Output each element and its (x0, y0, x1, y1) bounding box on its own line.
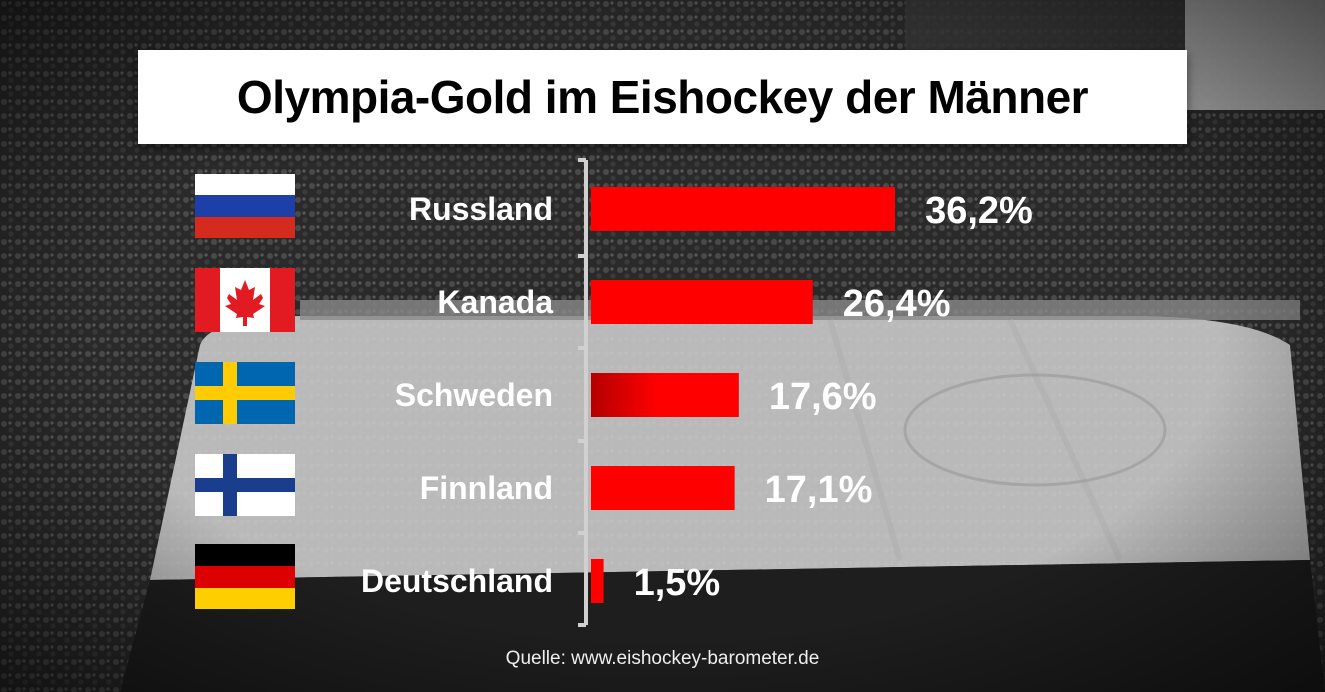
category-labels: Russland Kanada Schweden Finnland Deutschlan… (361, 191, 553, 599)
category-label-schweden: Schweden (395, 377, 553, 413)
bar-kanada (591, 280, 813, 324)
russia-flag-icon (195, 174, 295, 238)
value-labels: 36,2% 26,4% 17,6% 17,1% 1,5% (634, 190, 1033, 604)
value-label-russland: 36,2% (925, 190, 1033, 232)
bar-russland (591, 187, 896, 231)
chart-title: Olympia-Gold im Eishockey der Männer (236, 71, 1089, 123)
sweden-flag-icon (195, 362, 295, 424)
source-note: Quelle: www.eishockey-barometer.de (505, 648, 820, 669)
bars-group (591, 187, 896, 603)
bar-schweden (591, 373, 739, 417)
category-label-finnland: Finnland (420, 470, 553, 506)
value-label-kanada: 26,4% (843, 283, 951, 325)
bar-deutschland (591, 559, 604, 603)
title-banner: Olympia-Gold im Eishockey der Männer (138, 50, 1187, 144)
finland-flag-icon (195, 454, 295, 516)
category-label-russland: Russland (409, 191, 553, 227)
canada-flag-icon (195, 268, 295, 332)
category-label-deutschland: Deutschland (361, 563, 553, 599)
category-axis (578, 158, 588, 627)
value-label-schweden: 17,6% (769, 376, 877, 418)
value-label-deutschland: 1,5% (634, 562, 721, 604)
category-label-kanada: Kanada (437, 284, 553, 320)
value-label-finnland: 17,1% (765, 469, 873, 511)
bar-finnland (591, 466, 735, 510)
germany-flag-icon (195, 544, 295, 609)
